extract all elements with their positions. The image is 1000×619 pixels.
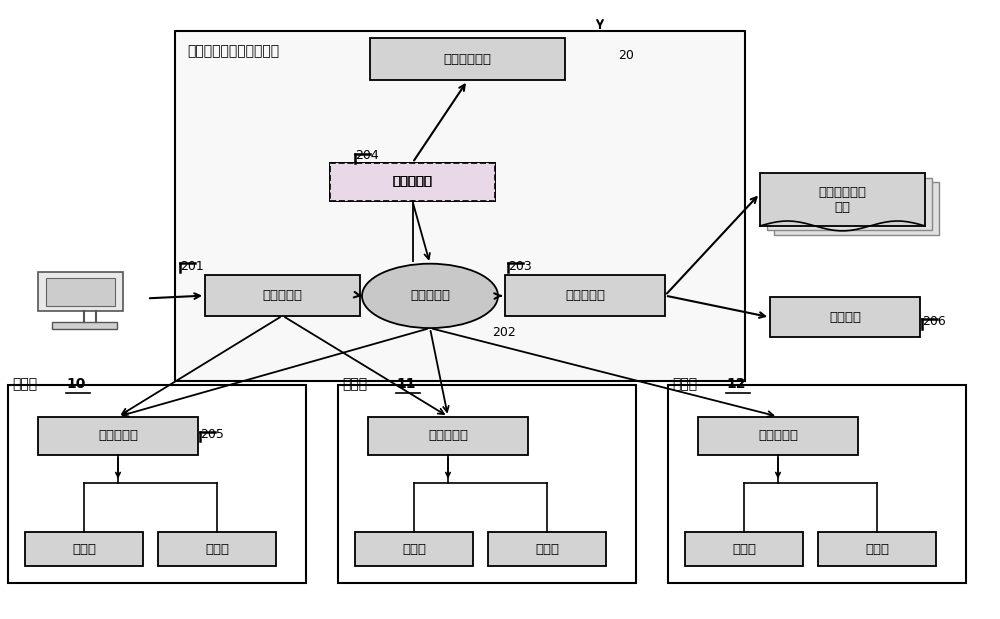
- FancyBboxPatch shape: [774, 182, 939, 235]
- Text: 安全分析器: 安全分析器: [410, 289, 450, 303]
- Text: 云应用: 云应用: [402, 543, 426, 556]
- FancyBboxPatch shape: [368, 417, 528, 455]
- Text: 云主机: 云主机: [342, 377, 367, 391]
- FancyBboxPatch shape: [338, 385, 636, 583]
- Text: 信息通知器: 信息通知器: [393, 175, 433, 189]
- Text: 云应用攻击行为处理装置: 云应用攻击行为处理装置: [187, 45, 279, 59]
- Text: 安全检测器: 安全检测器: [98, 429, 138, 443]
- FancyBboxPatch shape: [685, 532, 803, 566]
- Text: 云主机: 云主机: [672, 377, 697, 391]
- Text: 云主机: 云主机: [12, 377, 37, 391]
- Text: 204: 204: [355, 149, 379, 163]
- Text: 安全检测器: 安全检测器: [758, 429, 798, 443]
- FancyBboxPatch shape: [8, 385, 306, 583]
- FancyBboxPatch shape: [330, 163, 495, 201]
- Text: 安全检测器: 安全检测器: [428, 429, 468, 443]
- FancyBboxPatch shape: [52, 322, 117, 329]
- Text: 201: 201: [180, 259, 204, 273]
- FancyBboxPatch shape: [818, 532, 936, 566]
- FancyBboxPatch shape: [767, 178, 932, 230]
- Text: 云应用: 云应用: [732, 543, 756, 556]
- FancyBboxPatch shape: [330, 163, 495, 201]
- FancyBboxPatch shape: [38, 417, 198, 455]
- FancyBboxPatch shape: [330, 163, 495, 201]
- FancyBboxPatch shape: [760, 173, 925, 226]
- Text: 安全处理器: 安全处理器: [565, 289, 605, 302]
- FancyBboxPatch shape: [158, 532, 276, 566]
- FancyBboxPatch shape: [698, 417, 858, 455]
- Text: 云应用: 云应用: [865, 543, 889, 556]
- Text: 云控制器: 云控制器: [829, 311, 861, 324]
- FancyBboxPatch shape: [46, 278, 115, 306]
- Text: 12: 12: [726, 377, 746, 391]
- FancyBboxPatch shape: [38, 272, 123, 311]
- FancyBboxPatch shape: [505, 275, 665, 316]
- Text: 20: 20: [618, 49, 634, 63]
- Text: 云应用: 云应用: [205, 543, 229, 556]
- FancyBboxPatch shape: [355, 532, 473, 566]
- FancyBboxPatch shape: [668, 385, 966, 583]
- FancyBboxPatch shape: [175, 31, 745, 381]
- Text: 信息通知器: 信息通知器: [393, 175, 433, 189]
- Text: 云应用: 云应用: [535, 543, 559, 556]
- FancyBboxPatch shape: [205, 275, 360, 316]
- Ellipse shape: [362, 264, 498, 328]
- Text: 策略管理器: 策略管理器: [262, 289, 302, 302]
- Text: 202: 202: [492, 326, 516, 339]
- Text: 206: 206: [922, 315, 946, 329]
- FancyBboxPatch shape: [370, 38, 565, 80]
- Text: 云系统应用信
息库: 云系统应用信 息库: [818, 186, 866, 214]
- FancyBboxPatch shape: [488, 532, 606, 566]
- FancyBboxPatch shape: [25, 532, 143, 566]
- Text: 205: 205: [200, 428, 224, 441]
- Text: 10: 10: [66, 377, 85, 391]
- Text: 11: 11: [396, 377, 416, 391]
- Text: 通知目标系统: 通知目标系统: [444, 53, 492, 66]
- Text: 信息通知器: 信息通知器: [393, 175, 433, 189]
- Text: 203: 203: [508, 259, 532, 273]
- FancyBboxPatch shape: [770, 297, 920, 337]
- Text: 云应用: 云应用: [72, 543, 96, 556]
